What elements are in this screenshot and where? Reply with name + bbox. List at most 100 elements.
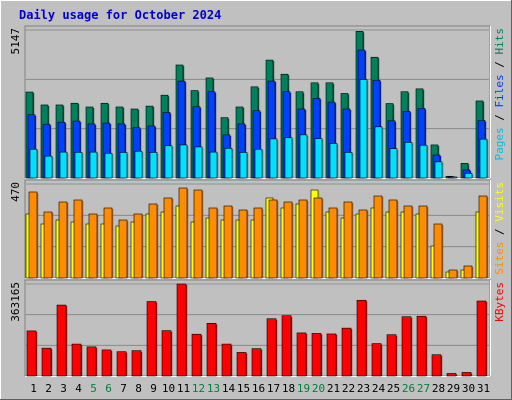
- bar-kbytes: [401, 316, 413, 377]
- bar-sites: [118, 219, 129, 279]
- legend-entry: Sites: [493, 242, 506, 275]
- panel-bottom-legend: KBytes: [493, 282, 506, 322]
- x-tick-label: 14: [222, 382, 236, 395]
- x-tick-label: 25: [387, 382, 400, 395]
- bar-sites: [358, 209, 369, 279]
- bar-sites: [433, 223, 444, 279]
- bar-sites: [448, 269, 459, 279]
- legend-entry: /: [493, 222, 506, 242]
- bar-sites: [103, 207, 114, 279]
- bar-pages: [329, 143, 339, 179]
- bar-kbytes: [251, 348, 263, 377]
- bar-sites: [418, 205, 429, 279]
- bar-kbytes: [101, 349, 113, 377]
- x-tick-label: 17: [267, 382, 280, 395]
- bar-kbytes: [266, 318, 278, 377]
- bar-pages: [149, 152, 159, 179]
- x-tick-label: 12: [192, 382, 205, 395]
- legend-entry: /: [493, 55, 506, 75]
- bar-kbytes: [326, 333, 338, 377]
- bar-pages: [89, 151, 99, 179]
- x-tick-label: 26: [402, 382, 415, 395]
- x-tick-label: 30: [462, 382, 475, 395]
- legend-entry: Hits: [493, 28, 506, 55]
- bar-kbytes: [176, 283, 188, 377]
- bar-kbytes: [146, 301, 158, 377]
- x-tick-label: 19: [297, 382, 310, 395]
- bar-pages: [419, 144, 429, 179]
- bar-sites: [88, 213, 99, 279]
- bar-sites: [73, 199, 84, 279]
- bar-sites: [478, 195, 489, 279]
- bar-pages: [479, 138, 489, 179]
- bar-pages: [59, 151, 69, 179]
- legend-entry: Visits: [493, 182, 506, 222]
- bar-sites: [343, 201, 354, 279]
- bar-pages: [29, 148, 39, 179]
- x-tick-label: 23: [357, 382, 370, 395]
- x-tick-label: 21: [327, 382, 340, 395]
- x-axis: 1 2 3 4 5 6 7 8 9 10 11 12 13 14 15 16 17 18 19 20 21 22 23 24 2…: [30, 382, 490, 395]
- chart-panels: 5147 Pages / Files / Hits 470 Sites / Visit…: [9, 25, 506, 377]
- bar-sites: [208, 207, 219, 279]
- bar-pages: [314, 138, 324, 179]
- bar-sites: [148, 203, 159, 279]
- legend-entry: KBytes: [493, 282, 506, 322]
- bar-kbytes: [161, 330, 173, 377]
- bar-kbytes: [356, 299, 368, 377]
- bar-kbytes: [476, 300, 488, 377]
- bar-kbytes: [311, 333, 323, 377]
- bar-sites: [403, 205, 414, 279]
- x-tick-label: 27: [417, 382, 430, 395]
- bar-kbytes: [221, 343, 233, 377]
- bar-pages: [464, 173, 474, 179]
- bar-pages: [239, 152, 249, 179]
- bar-kbytes: [86, 346, 98, 377]
- x-tick-label: 6: [105, 382, 112, 395]
- panel-top: 5147 Pages / Files / Hits: [9, 25, 506, 179]
- x-tick-label: 10: [162, 382, 175, 395]
- x-tick-label: 29: [447, 382, 460, 395]
- bar-sites: [58, 201, 69, 279]
- bar-kbytes: [56, 304, 68, 377]
- x-tick-label: 28: [432, 382, 445, 395]
- bar-kbytes: [116, 351, 128, 377]
- panel-bottom-max-label: 363165: [9, 282, 22, 322]
- bar-pages: [374, 126, 384, 179]
- bar-kbytes: [191, 333, 203, 377]
- bar-pages: [164, 145, 174, 179]
- x-tick-label: 1: [30, 382, 37, 395]
- bar-kbytes: [131, 350, 143, 377]
- bar-kbytes: [206, 323, 218, 377]
- x-tick-label: 16: [252, 382, 265, 395]
- x-tick-label: 5: [90, 382, 97, 395]
- bar-pages: [74, 152, 84, 179]
- x-tick-label: 13: [207, 382, 220, 395]
- bar-sites: [178, 187, 189, 279]
- bar-pages: [269, 138, 279, 179]
- panel-bottom: 363165 KBytes: [9, 279, 506, 377]
- bar-kbytes: [461, 372, 473, 377]
- bar-pages: [404, 142, 414, 179]
- bar-pages: [299, 134, 309, 179]
- bar-pages: [209, 151, 219, 179]
- bar-pages: [284, 137, 294, 179]
- bar-kbytes: [281, 315, 293, 377]
- bar-sites: [298, 199, 309, 279]
- bar-pages: [344, 152, 354, 179]
- bar-sites: [268, 199, 279, 279]
- bar-kbytes: [236, 352, 248, 377]
- bar-pages: [134, 150, 144, 179]
- bar-sites: [253, 207, 264, 279]
- bar-pages: [224, 148, 234, 179]
- legend-entry: Files: [493, 74, 506, 107]
- bar-sites: [223, 205, 234, 279]
- panel-top-legend: Pages / Files / Hits: [493, 28, 506, 161]
- x-tick-label: 24: [372, 382, 386, 395]
- x-tick-label: 20: [312, 382, 325, 395]
- bar-sites: [283, 201, 294, 279]
- bar-sites: [163, 197, 174, 279]
- panel-top-max-label: 5147: [9, 28, 22, 55]
- bar-sites: [43, 211, 54, 279]
